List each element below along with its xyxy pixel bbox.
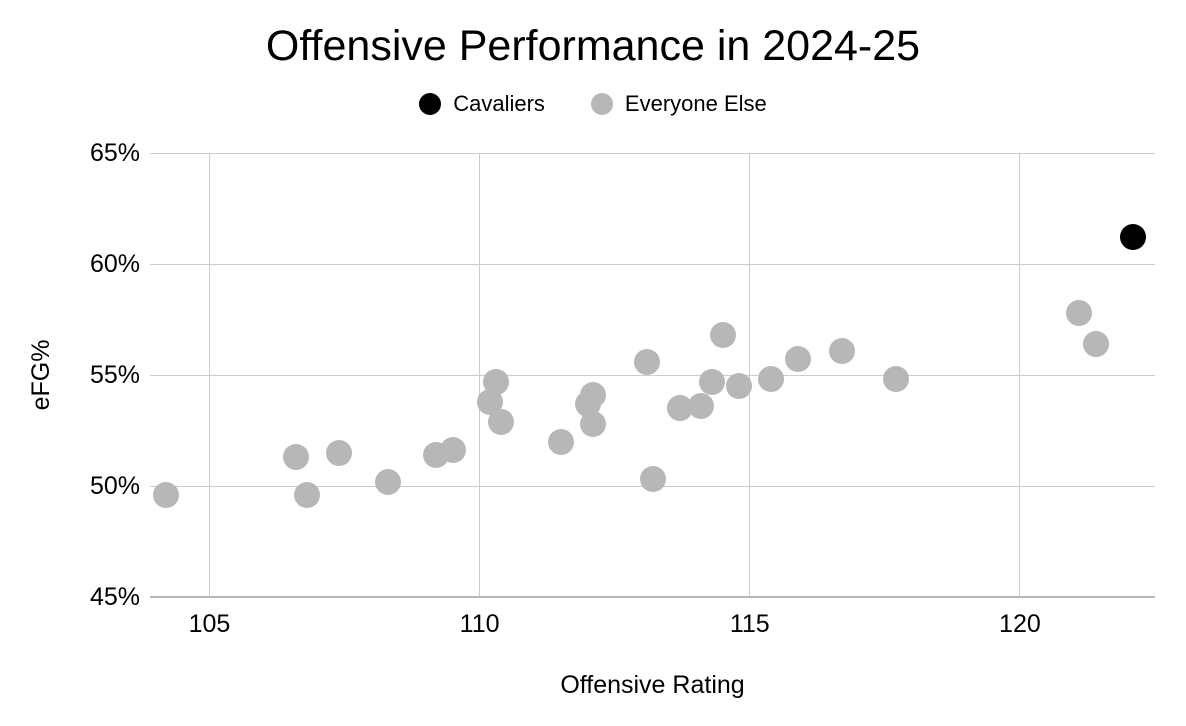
data-point-everyone-else — [153, 481, 180, 508]
data-point-everyone-else — [639, 466, 666, 493]
data-point-everyone-else — [439, 437, 466, 464]
y-tick-label: 50% — [89, 472, 140, 500]
gridline-horizontal — [150, 263, 1155, 265]
data-point-everyone-else — [634, 348, 661, 375]
x-tick-label: 105 — [188, 610, 231, 638]
data-point-everyone-else — [374, 468, 401, 495]
gridline-horizontal — [150, 152, 1155, 154]
data-point-everyone-else — [293, 481, 320, 508]
data-point-everyone-else — [882, 366, 909, 393]
gridline-vertical — [208, 153, 210, 597]
y-tick-label: 60% — [89, 250, 140, 278]
y-tick-label: 65% — [89, 139, 140, 167]
data-point-everyone-else — [725, 373, 752, 400]
legend-swatch-everyone-else-icon — [590, 93, 613, 115]
legend-label-cavaliers: Cavaliers — [453, 91, 545, 116]
x-tick-label: 120 — [999, 610, 1041, 638]
legend: Cavaliers Everyone Else — [0, 88, 1186, 120]
data-point-everyone-else — [488, 408, 515, 435]
plot-area — [150, 152, 1155, 598]
data-point-everyone-else — [785, 346, 812, 373]
y-tick-label: 45% — [89, 583, 140, 611]
x-axis-title: Offensive Rating — [560, 671, 745, 699]
legend-label-everyone-else: Everyone Else — [624, 91, 767, 116]
data-point-everyone-else — [688, 393, 715, 420]
gridline-vertical — [749, 153, 751, 597]
data-point-cavaliers — [1120, 224, 1147, 251]
data-point-everyone-else — [547, 428, 574, 455]
data-point-everyone-else — [1066, 299, 1093, 326]
data-point-everyone-else — [326, 439, 353, 466]
data-point-everyone-else — [580, 381, 607, 408]
legend-item-cavaliers: Cavaliers — [419, 91, 545, 117]
data-point-everyone-else — [1082, 330, 1109, 357]
data-point-everyone-else — [580, 410, 607, 437]
data-point-everyone-else — [758, 366, 785, 393]
gridline-horizontal — [150, 374, 1155, 376]
data-point-everyone-else — [828, 337, 855, 364]
x-tick-label: 110 — [459, 610, 500, 638]
x-axis-line — [150, 596, 1155, 598]
legend-item-everyone-else: Everyone Else — [590, 91, 767, 117]
legend-swatch-cavaliers-icon — [419, 93, 442, 115]
data-point-everyone-else — [482, 368, 509, 395]
data-point-everyone-else — [709, 322, 736, 349]
chart-title: Offensive Performance in 2024-25 — [265, 22, 921, 70]
data-point-everyone-else — [698, 368, 725, 395]
x-tick-label: 115 — [729, 610, 770, 638]
data-point-everyone-else — [282, 444, 309, 471]
y-tick-label: 55% — [89, 361, 140, 389]
gridline-vertical — [479, 153, 481, 597]
gridline-vertical — [1019, 153, 1021, 597]
